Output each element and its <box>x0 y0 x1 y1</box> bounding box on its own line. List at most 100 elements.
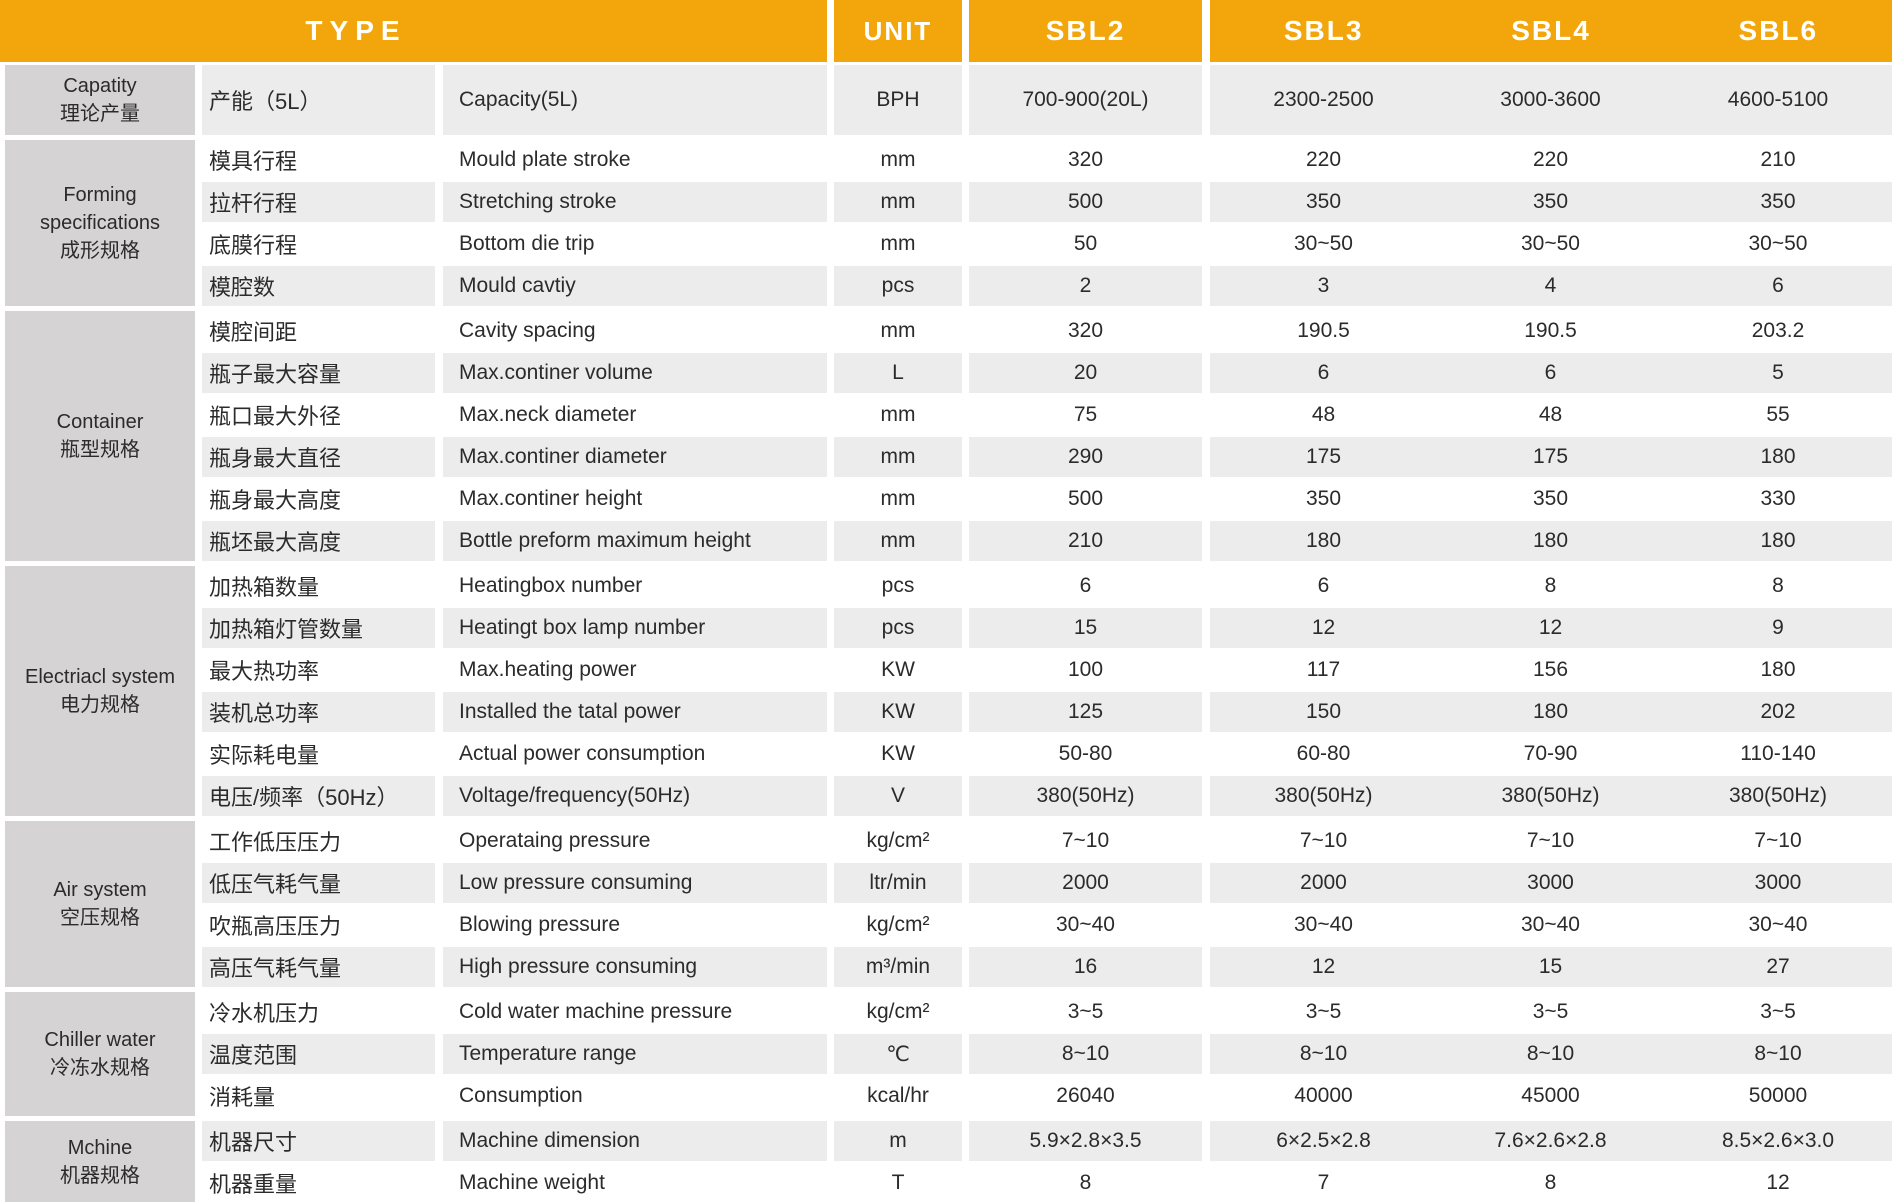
spec-value-sbl6: 5 <box>1664 353 1892 393</box>
table-row: 工作低压压力 Operataing pressure kg/cm² 7~10 7… <box>202 821 1892 861</box>
table-row: 最大热功率 Max.heating power KW 100 117 156 1… <box>202 650 1892 690</box>
spec-unit: mm <box>834 437 962 477</box>
spec-value-sbl3: 12 <box>1210 608 1437 648</box>
group-label-cn: 空压规格 <box>60 907 140 929</box>
spec-value-sbl2: 500 <box>1067 487 1104 510</box>
spec-label-en: Heatingt box lamp number <box>443 608 827 648</box>
spec-label-cn: 冷水机压力 <box>209 1001 320 1026</box>
spec-value-sbl4: 4 <box>1437 266 1664 306</box>
spec-value-sbl4: 15 <box>1437 947 1664 987</box>
spec-value-sbl4: 7.6×2.6×2.8 <box>1437 1121 1664 1161</box>
table-row: 拉杆行程 Stretching stroke mm 500 350 350 35… <box>202 182 1892 222</box>
table-body: Capatity 理论产量 产能（5L） Capacity(5L) BPH 70… <box>0 65 1892 1202</box>
spec-unit: kg/cm² <box>866 913 930 936</box>
group-rows: 冷水机压力 Cold water machine pressure kg/cm²… <box>202 992 1892 1116</box>
spec-value-sbl3: 8~10 <box>1210 1034 1437 1074</box>
spec-value-sbl6: 8.5×2.6×3.0 <box>1664 1121 1892 1161</box>
spec-value-sbl3: 12 <box>1210 947 1437 987</box>
spec-value-sbl6: 7~10 <box>1754 829 1802 852</box>
spec-group: Chiller water 冷冻水规格 冷水机压力 Cold water mac… <box>0 992 1892 1116</box>
spec-value-sbl2: 700-900(20L) <box>969 65 1202 135</box>
spec-unit: m³/min <box>834 947 962 987</box>
spec-value-sbl2: 15 <box>969 608 1202 648</box>
group-label-cn: 理论产量 <box>60 103 140 125</box>
spec-label-en: Cold water machine pressure <box>459 1000 733 1023</box>
spec-label-en: Bottle preform maximum height <box>443 521 827 561</box>
spec-value-sbl6: 202 <box>1664 692 1892 732</box>
spec-value-sbl3: 350 <box>1305 487 1342 510</box>
spec-group: Capatity 理论产量 产能（5L） Capacity(5L) BPH 70… <box>0 65 1892 135</box>
spec-unit: kg/cm² <box>866 1000 930 1023</box>
group-rows: 产能（5L） Capacity(5L) BPH 700-900(20L) 230… <box>202 65 1892 135</box>
spec-value-sbl3: 3~5 <box>1305 1000 1342 1023</box>
spec-label-en: Mould cavtiy <box>443 266 827 306</box>
spec-unit: KW <box>834 692 962 732</box>
spec-label-cn: 最大热功率 <box>209 659 320 684</box>
spec-value-sbl3: 48 <box>1311 403 1336 426</box>
spec-value-sbl3: 180 <box>1210 521 1437 561</box>
spec-value-sbl4: 45000 <box>1521 1084 1580 1107</box>
spec-value-sbl2: 7~10 <box>1061 829 1110 852</box>
group-label-cn: 机器规格 <box>60 1165 140 1187</box>
spec-value-sbl3: 7~10 <box>1299 829 1348 852</box>
spec-value-sbl6: 110-140 <box>1740 742 1816 765</box>
spec-label-en: Stretching stroke <box>443 182 827 222</box>
spec-label-cn: 机器尺寸 <box>202 1121 435 1161</box>
spec-value-sbl3: 40000 <box>1294 1084 1353 1107</box>
spec-value-sbl6: 380(50Hz) <box>1664 776 1892 816</box>
spec-label-en: Cavity spacing <box>459 319 596 342</box>
spec-value-sbl3: 175 <box>1210 437 1437 477</box>
spec-value-sbl2: 5.9×2.8×3.5 <box>969 1121 1202 1161</box>
spec-label-cn: 瓶坯最大高度 <box>202 521 435 561</box>
spec-value-sbl4: 70-90 <box>1523 742 1578 765</box>
spec-value-sbl4: 380(50Hz) <box>1437 776 1664 816</box>
table-row: 瓶身最大高度 Max.continer height mm 500 350 35… <box>202 479 1892 519</box>
spec-value-sbl2: 20 <box>969 353 1202 393</box>
spec-value-sbl3: 2300-2500 <box>1210 65 1437 135</box>
header-model-sbl4: SBL4 <box>1511 15 1591 46</box>
group-label-cn: 成形规格 <box>60 240 140 262</box>
group-rows: 工作低压压力 Operataing pressure kg/cm² 7~10 7… <box>202 821 1892 987</box>
table-row: 冷水机压力 Cold water machine pressure kg/cm²… <box>202 992 1892 1032</box>
spec-label-cn: 拉杆行程 <box>202 182 435 222</box>
spec-value-sbl6: 55 <box>1766 403 1790 426</box>
table-row: 模腔间距 Cavity spacing mm 320 190.5 190.5 2… <box>202 311 1892 351</box>
spec-label-cn: 瓶口最大外径 <box>209 404 342 429</box>
spec-label-en: Heatingbox number <box>459 574 643 597</box>
group-label-en: Air system <box>53 879 147 901</box>
table-row: 瓶口最大外径 Max.neck diameter mm 75 48 48 55 <box>202 395 1892 435</box>
spec-value-sbl6: 180 <box>1760 658 1796 681</box>
spec-label-cn: 工作低压压力 <box>209 830 342 855</box>
group-label-en: Container <box>56 411 144 433</box>
spec-unit: V <box>834 776 962 816</box>
spec-value-sbl3: 6×2.5×2.8 <box>1210 1121 1437 1161</box>
group-label-cn: 冷冻水规格 <box>50 1057 150 1079</box>
spec-label-cn: 装机总功率 <box>202 692 435 732</box>
spec-label-cn: 吹瓶高压压力 <box>209 914 342 939</box>
group-label: Container 瓶型规格 <box>5 311 195 561</box>
spec-value-sbl2: 30~40 <box>1056 913 1115 936</box>
table-row: 低压气耗气量 Low pressure consuming ltr/min 20… <box>202 863 1892 903</box>
spec-label-en: Consumption <box>459 1084 583 1107</box>
spec-unit: KW <box>881 742 915 765</box>
spec-value-sbl3: 30~40 <box>1294 913 1353 936</box>
spec-value-sbl6: 210 <box>1760 148 1796 171</box>
spec-value-sbl3: 190.5 <box>1297 319 1350 342</box>
table-row: 机器重量 Machine weight T 8 7 8 12 <box>202 1163 1892 1202</box>
spec-value-sbl3: 2000 <box>1210 863 1437 903</box>
spec-unit: mm <box>834 521 962 561</box>
spec-value-sbl6: 9 <box>1664 608 1892 648</box>
spec-value-sbl3: 30~50 <box>1294 232 1353 255</box>
spec-unit: mm <box>880 148 916 171</box>
table-row: 机器尺寸 Machine dimension m 5.9×2.8×3.5 6×2… <box>202 1121 1892 1161</box>
spec-label-en: Temperature range <box>443 1034 827 1074</box>
spec-group: Mchine 机器规格 机器尺寸 Machine dimension m 5.9… <box>0 1121 1892 1202</box>
spec-label-en: Mould plate stroke <box>459 148 631 171</box>
spec-label-en: Max.continer volume <box>443 353 827 393</box>
table-header: TYPE UNIT SBL2 SBL3 SBL4 SBL6 <box>0 0 1892 62</box>
spec-unit: mm <box>834 182 962 222</box>
spec-label-en: Capacity(5L) <box>443 65 827 135</box>
spec-unit: BPH <box>834 65 962 135</box>
spec-label-en: Max.heating power <box>459 658 637 681</box>
group-label-cn: 电力规格 <box>60 694 140 716</box>
